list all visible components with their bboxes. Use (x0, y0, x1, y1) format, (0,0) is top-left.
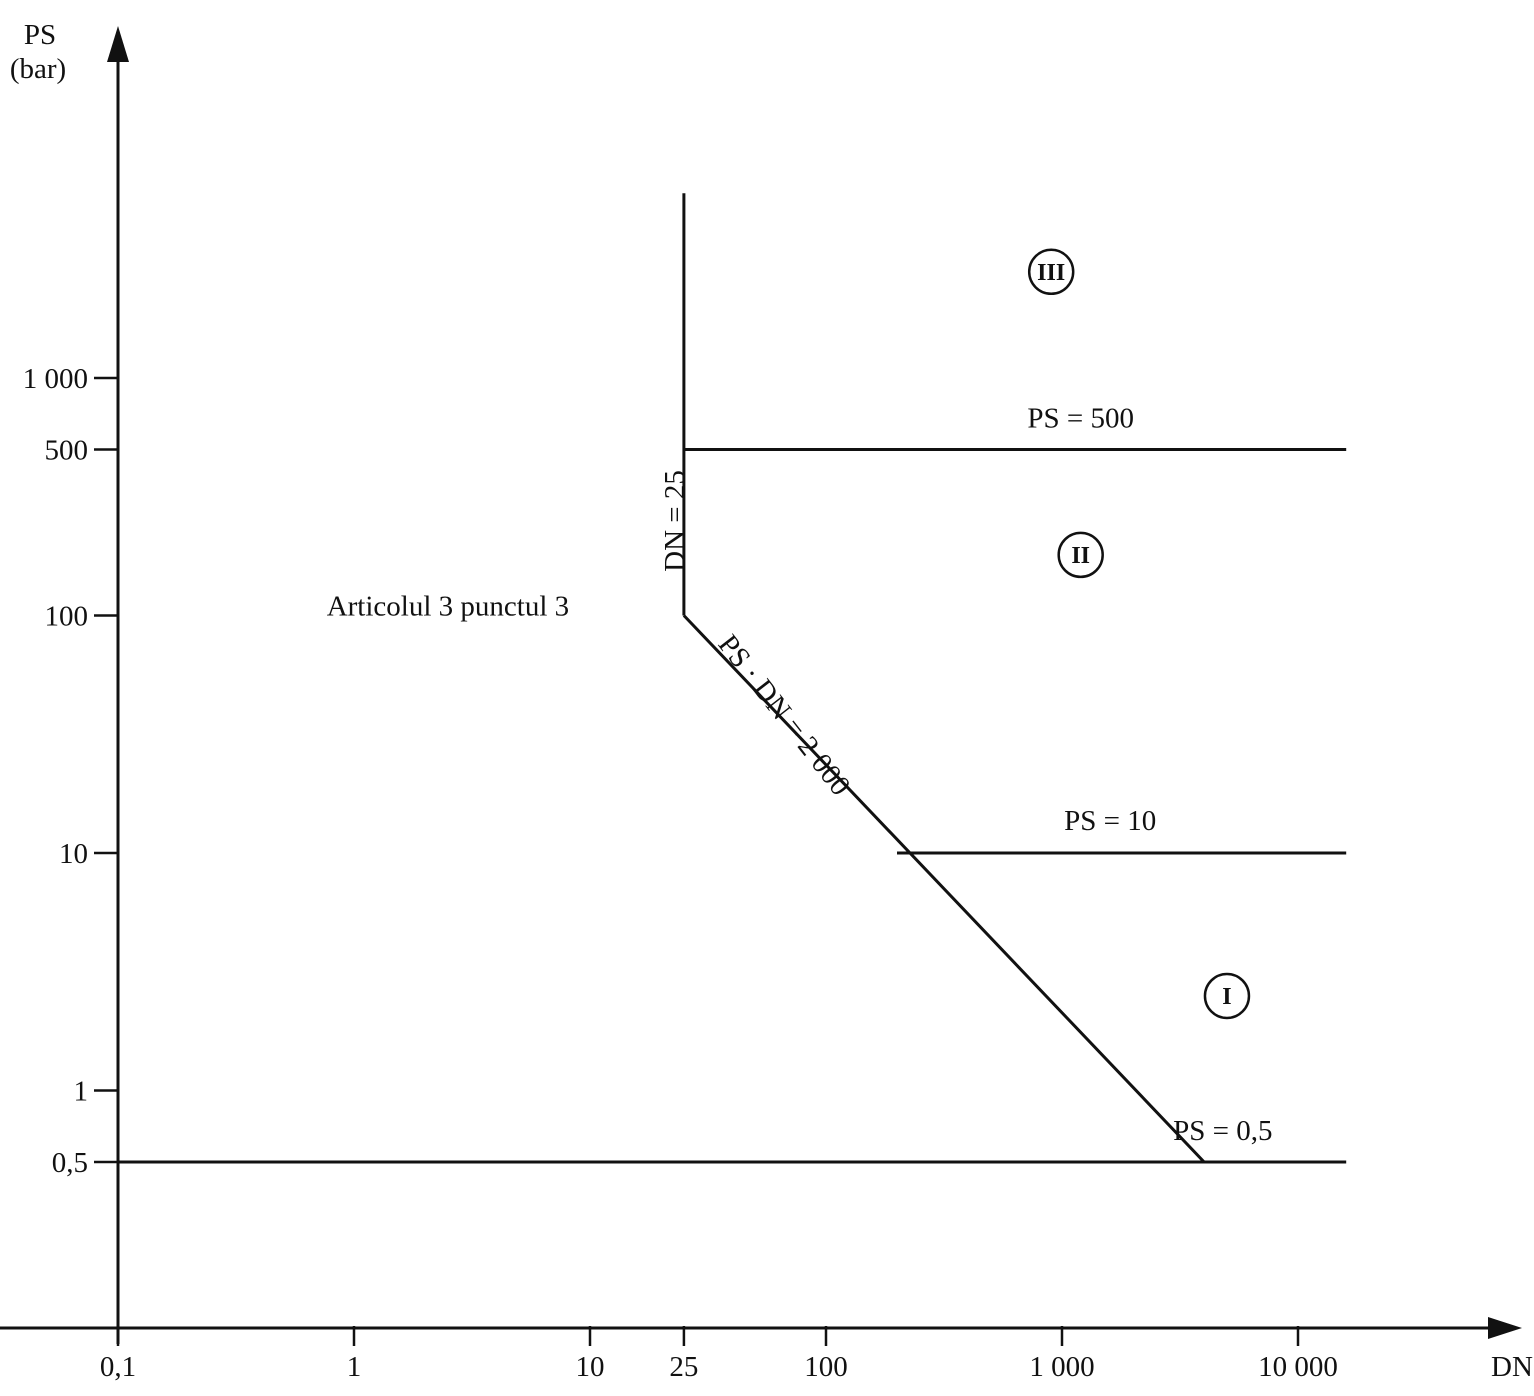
annotation-label: PS = 0,5 (1173, 1115, 1272, 1147)
y-tick-label: 1 000 (23, 363, 88, 395)
y-tick-label: 0,5 (52, 1147, 88, 1179)
region-label: I (1222, 984, 1231, 1010)
x-tick-label: 100 (804, 1351, 848, 1383)
x-tick-label: 10 (576, 1351, 605, 1383)
region-label: II (1071, 543, 1090, 569)
annotation-label: DN = 25 (659, 470, 691, 572)
region-label: III (1037, 260, 1065, 286)
x-tick-label: 1 000 (1029, 1351, 1094, 1383)
boundary-lines (118, 193, 1347, 1164)
x-axis-title: DN (1491, 1351, 1533, 1383)
axes: PS(bar) DN (0, 19, 1533, 1383)
x-axis-arrow-icon (1488, 1317, 1522, 1339)
annotations: DN = 25 PS · DN = 2 000 PS = 500 PS = 10 PS … (327, 402, 1273, 1147)
x-tick-label: 0,1 (100, 1351, 136, 1383)
y-tick-label: 10 (59, 838, 88, 870)
boundary-line (682, 614, 1206, 1164)
y-axis-unit: (bar) (10, 53, 66, 85)
x-tick-label: 1 (347, 1351, 362, 1383)
y-axis-arrow-icon (107, 26, 129, 62)
y-axis-title: PS (24, 19, 56, 51)
annotation-label: PS = 500 (1027, 402, 1134, 434)
region-circle-icon (1057, 531, 1104, 579)
y-tick-label: 1 (74, 1076, 89, 1108)
annotation-label: Articolul 3 punctul 3 (327, 591, 569, 623)
y-tick-label: 100 (45, 601, 89, 633)
annotation-label: PS · DN = 2 000 (712, 629, 857, 802)
x-tick-label: 25 (669, 1351, 698, 1383)
region-circle-icon (1027, 248, 1075, 296)
annotation-label: PS = 10 (1064, 805, 1156, 837)
region-circle-icon (1203, 972, 1251, 1020)
y-tick-label: 500 (45, 434, 89, 466)
x-tick-label: 10 000 (1258, 1351, 1338, 1383)
ticks: 0,1 1 10 25 100 1 000 10 000 0,5 1 10 100 500 1 000 (23, 363, 1338, 1383)
